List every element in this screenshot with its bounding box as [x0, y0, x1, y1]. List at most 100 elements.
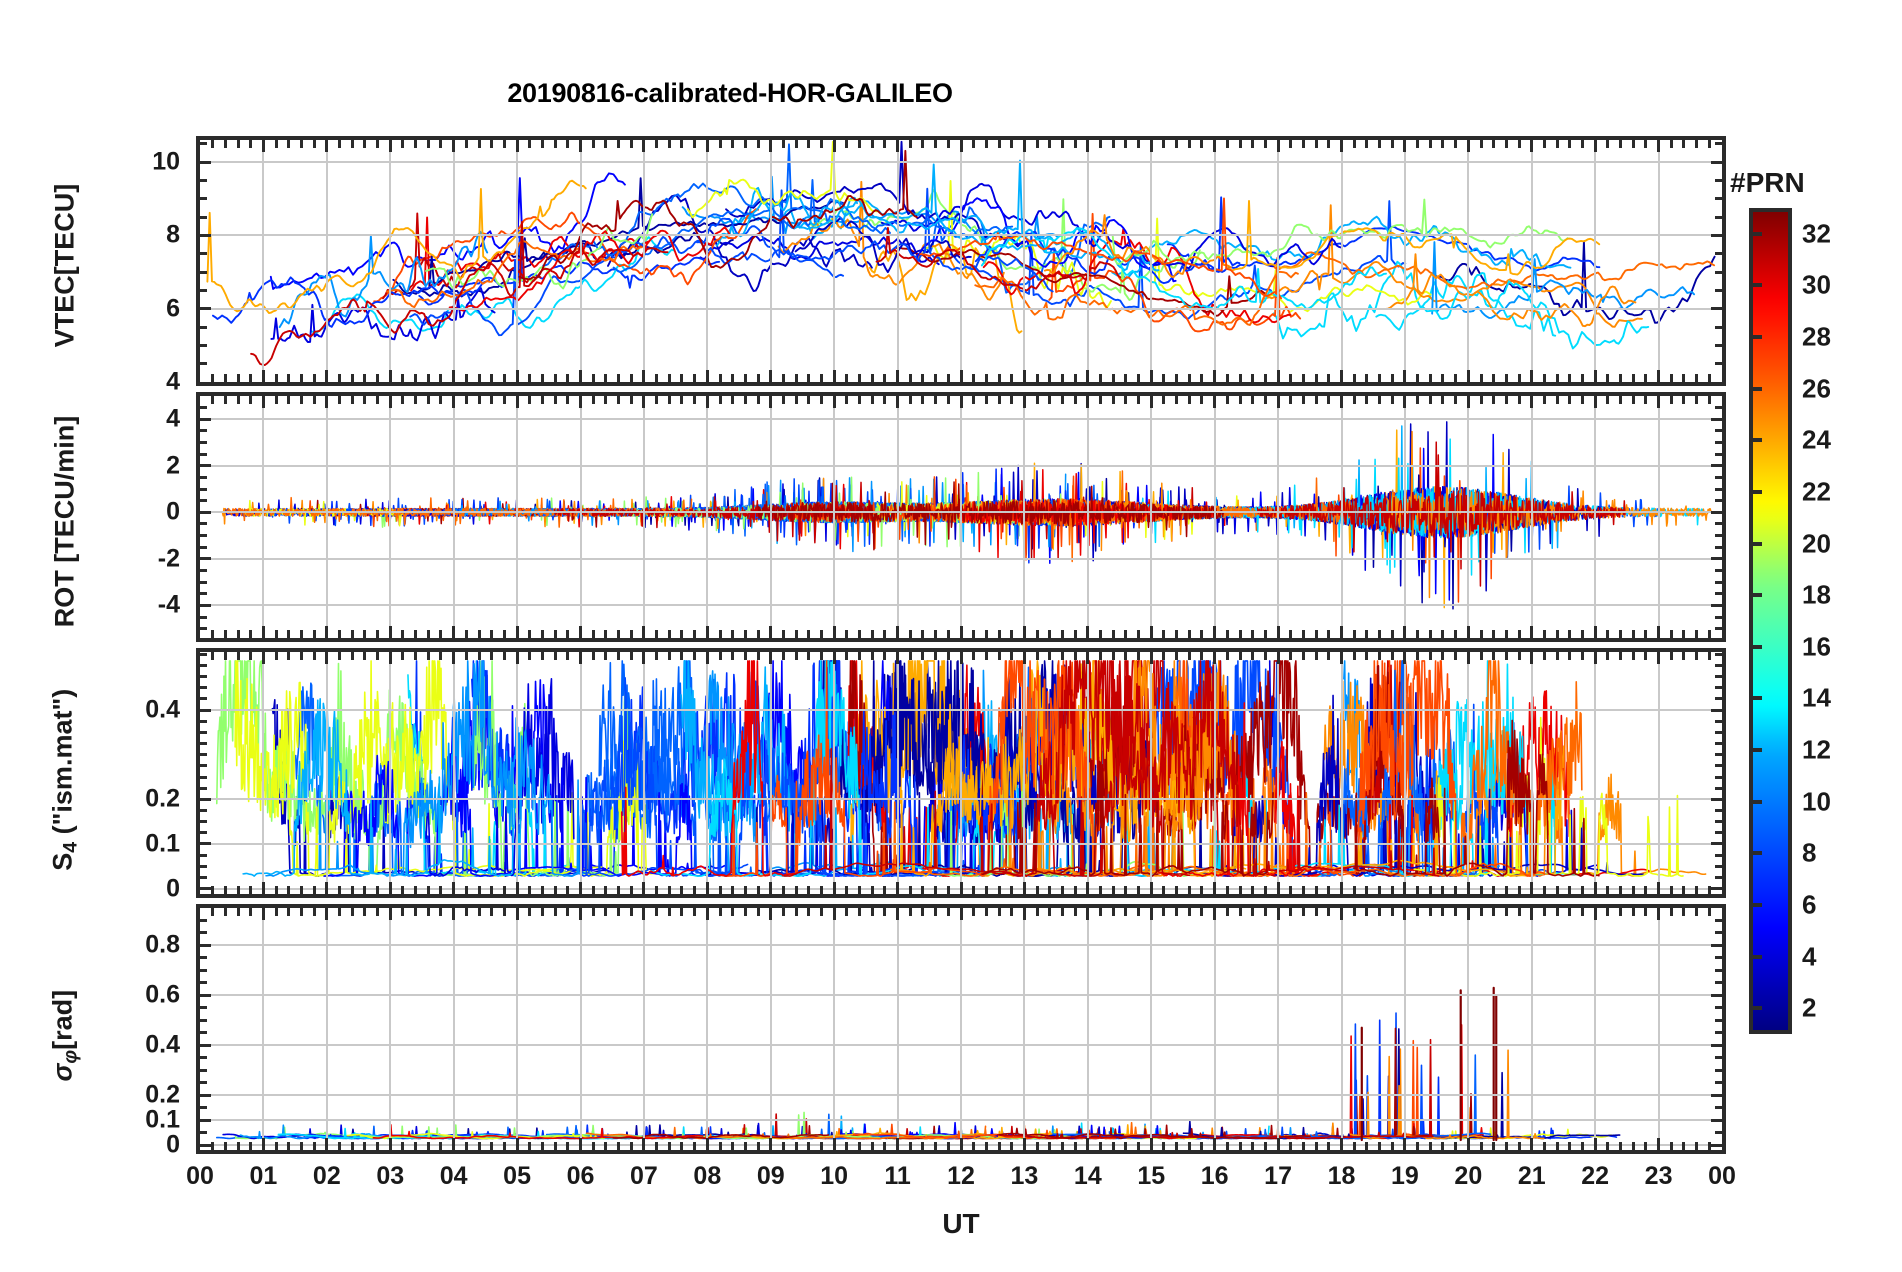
axis-tick [1086, 626, 1090, 638]
axis-tick [426, 886, 430, 894]
axis-tick [655, 908, 659, 916]
axis-tick [287, 374, 291, 382]
axis-tick [540, 886, 544, 894]
axis-tick [1682, 630, 1686, 638]
axis-tick [200, 786, 207, 790]
axis-tick [1669, 886, 1673, 894]
axis-tick [845, 630, 849, 638]
axis-tick [414, 396, 418, 404]
sigma-phi-ytick-labels: 0 0.1 0.2 0.4 0.6 0.8 [100, 904, 180, 1159]
axis-tick [1568, 652, 1572, 660]
axis-tick [350, 1142, 354, 1150]
axis-tick [1644, 374, 1648, 382]
axis-tick [388, 1138, 392, 1150]
data-series-line [721, 1126, 1045, 1140]
axis-tick [1060, 1142, 1064, 1150]
axis-tick [1517, 1142, 1521, 1150]
axis-tick [1580, 1142, 1584, 1150]
axis-tick [439, 374, 443, 382]
data-series-line [323, 716, 758, 877]
axis-tick [858, 1142, 862, 1150]
axis-tick [1555, 140, 1559, 148]
grid-line-vertical [1657, 140, 1660, 382]
grid-line-vertical [1467, 908, 1470, 1150]
y-tick-label: 0.6 [145, 980, 180, 1009]
axis-tick [1606, 396, 1610, 404]
axis-tick [249, 886, 253, 894]
grid-line-horizontal [200, 1094, 1722, 1097]
axis-tick [1606, 886, 1610, 894]
axis-tick [680, 886, 684, 894]
axis-tick [1517, 652, 1521, 660]
axis-tick [1479, 396, 1483, 404]
axis-tick [807, 630, 811, 638]
axis-tick [350, 396, 354, 404]
axis-tick [1715, 270, 1722, 274]
axis-tick [1022, 396, 1026, 408]
x-tick-label: 05 [503, 1162, 531, 1190]
axis-tick [1568, 1142, 1572, 1150]
axis-tick [200, 968, 207, 972]
axis-tick [896, 370, 900, 382]
grid-line-vertical [1403, 652, 1406, 894]
axis-tick [1715, 441, 1722, 445]
axis-tick [997, 908, 1001, 916]
grid-line-horizontal [200, 234, 1722, 237]
axis-tick [274, 908, 278, 916]
axis-tick [338, 374, 342, 382]
axis-tick [1213, 1138, 1217, 1150]
axis-tick [946, 652, 950, 660]
axis-tick [1251, 630, 1255, 638]
axis-tick [200, 686, 207, 690]
colorbar-tick-label: 10 [1802, 786, 1831, 817]
axis-tick [667, 652, 671, 660]
axis-tick [338, 630, 342, 638]
axis-tick [756, 396, 760, 404]
axis-tick [1022, 908, 1026, 920]
axis-tick [1365, 908, 1369, 916]
s4-axis-title: S4 ("ism.mat") [47, 630, 82, 930]
axis-tick [1390, 374, 1394, 382]
axis-tick [1542, 886, 1546, 894]
axis-tick [832, 140, 836, 152]
axis-tick [1715, 956, 1722, 960]
axis-tick [1086, 396, 1090, 408]
axis-tick [200, 1068, 207, 1072]
axis-tick [1048, 1142, 1052, 1150]
axis-tick [617, 908, 621, 916]
axis-tick [972, 140, 976, 148]
grid-line-vertical [1530, 140, 1533, 382]
axis-tick [223, 652, 227, 660]
y-tick-label: 0.4 [145, 695, 180, 724]
axis-tick [769, 652, 773, 664]
data-series-line [1242, 1075, 1395, 1140]
axis-tick [274, 396, 278, 404]
axis-tick [705, 652, 709, 664]
grid-line-vertical [262, 140, 265, 382]
axis-tick [807, 1142, 811, 1150]
colorbar-tick-label: 26 [1802, 373, 1831, 404]
axis-tick [1644, 1142, 1648, 1150]
axis-tick [1504, 396, 1508, 404]
axis-tick [515, 908, 519, 920]
axis-tick [1606, 140, 1610, 148]
axis-tick [299, 652, 303, 660]
axis-tick [223, 886, 227, 894]
axis-tick [414, 886, 418, 894]
axis-tick [1715, 931, 1722, 935]
axis-tick [1060, 652, 1064, 660]
axis-tick [807, 140, 811, 148]
axis-tick [1149, 396, 1153, 408]
axis-tick [363, 140, 367, 148]
axis-tick [1606, 1142, 1610, 1150]
axis-tick [1010, 886, 1014, 894]
axis-tick [1715, 1068, 1722, 1072]
grid-line-horizontal [200, 464, 1722, 467]
axis-tick [1715, 719, 1722, 723]
axis-tick [617, 652, 621, 660]
axis-tick [1580, 630, 1584, 638]
grid-line-vertical [1530, 908, 1533, 1150]
axis-tick [908, 908, 912, 916]
axis-tick [1580, 886, 1584, 894]
axis-tick [515, 652, 519, 664]
